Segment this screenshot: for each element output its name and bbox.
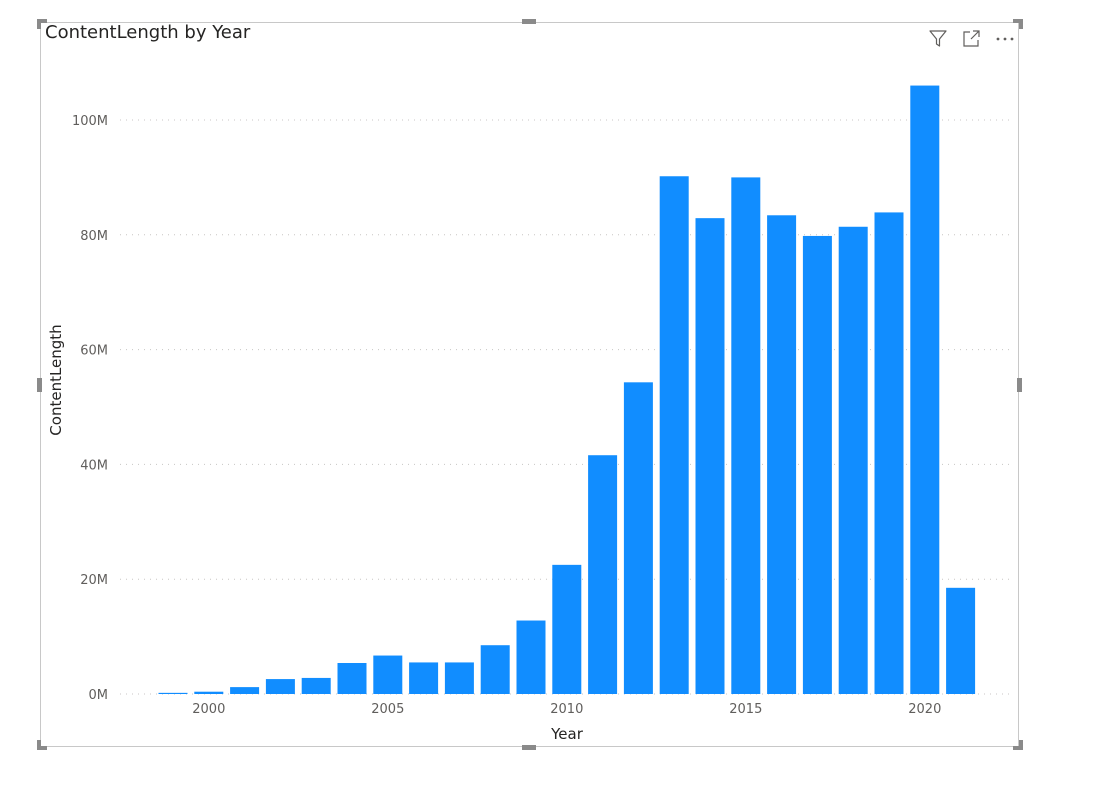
filter-icon[interactable] [928, 29, 948, 49]
resize-handle-top[interactable] [522, 19, 536, 24]
resize-handle-left[interactable] [37, 378, 42, 392]
resize-handle-bottom-right[interactable] [1013, 740, 1023, 750]
chart-visual-container[interactable] [40, 22, 1019, 747]
more-options-icon[interactable] [994, 29, 1014, 49]
resize-handle-top-right[interactable] [1013, 19, 1023, 29]
resize-handle-bottom-left[interactable] [37, 740, 47, 750]
focus-mode-icon[interactable] [962, 29, 982, 49]
visual-header-icons [928, 29, 1018, 49]
resize-handle-right[interactable] [1017, 378, 1022, 392]
resize-handle-top-left[interactable] [37, 19, 47, 29]
chart-title: ContentLength by Year [45, 22, 251, 43]
resize-handle-bottom[interactable] [522, 745, 536, 750]
